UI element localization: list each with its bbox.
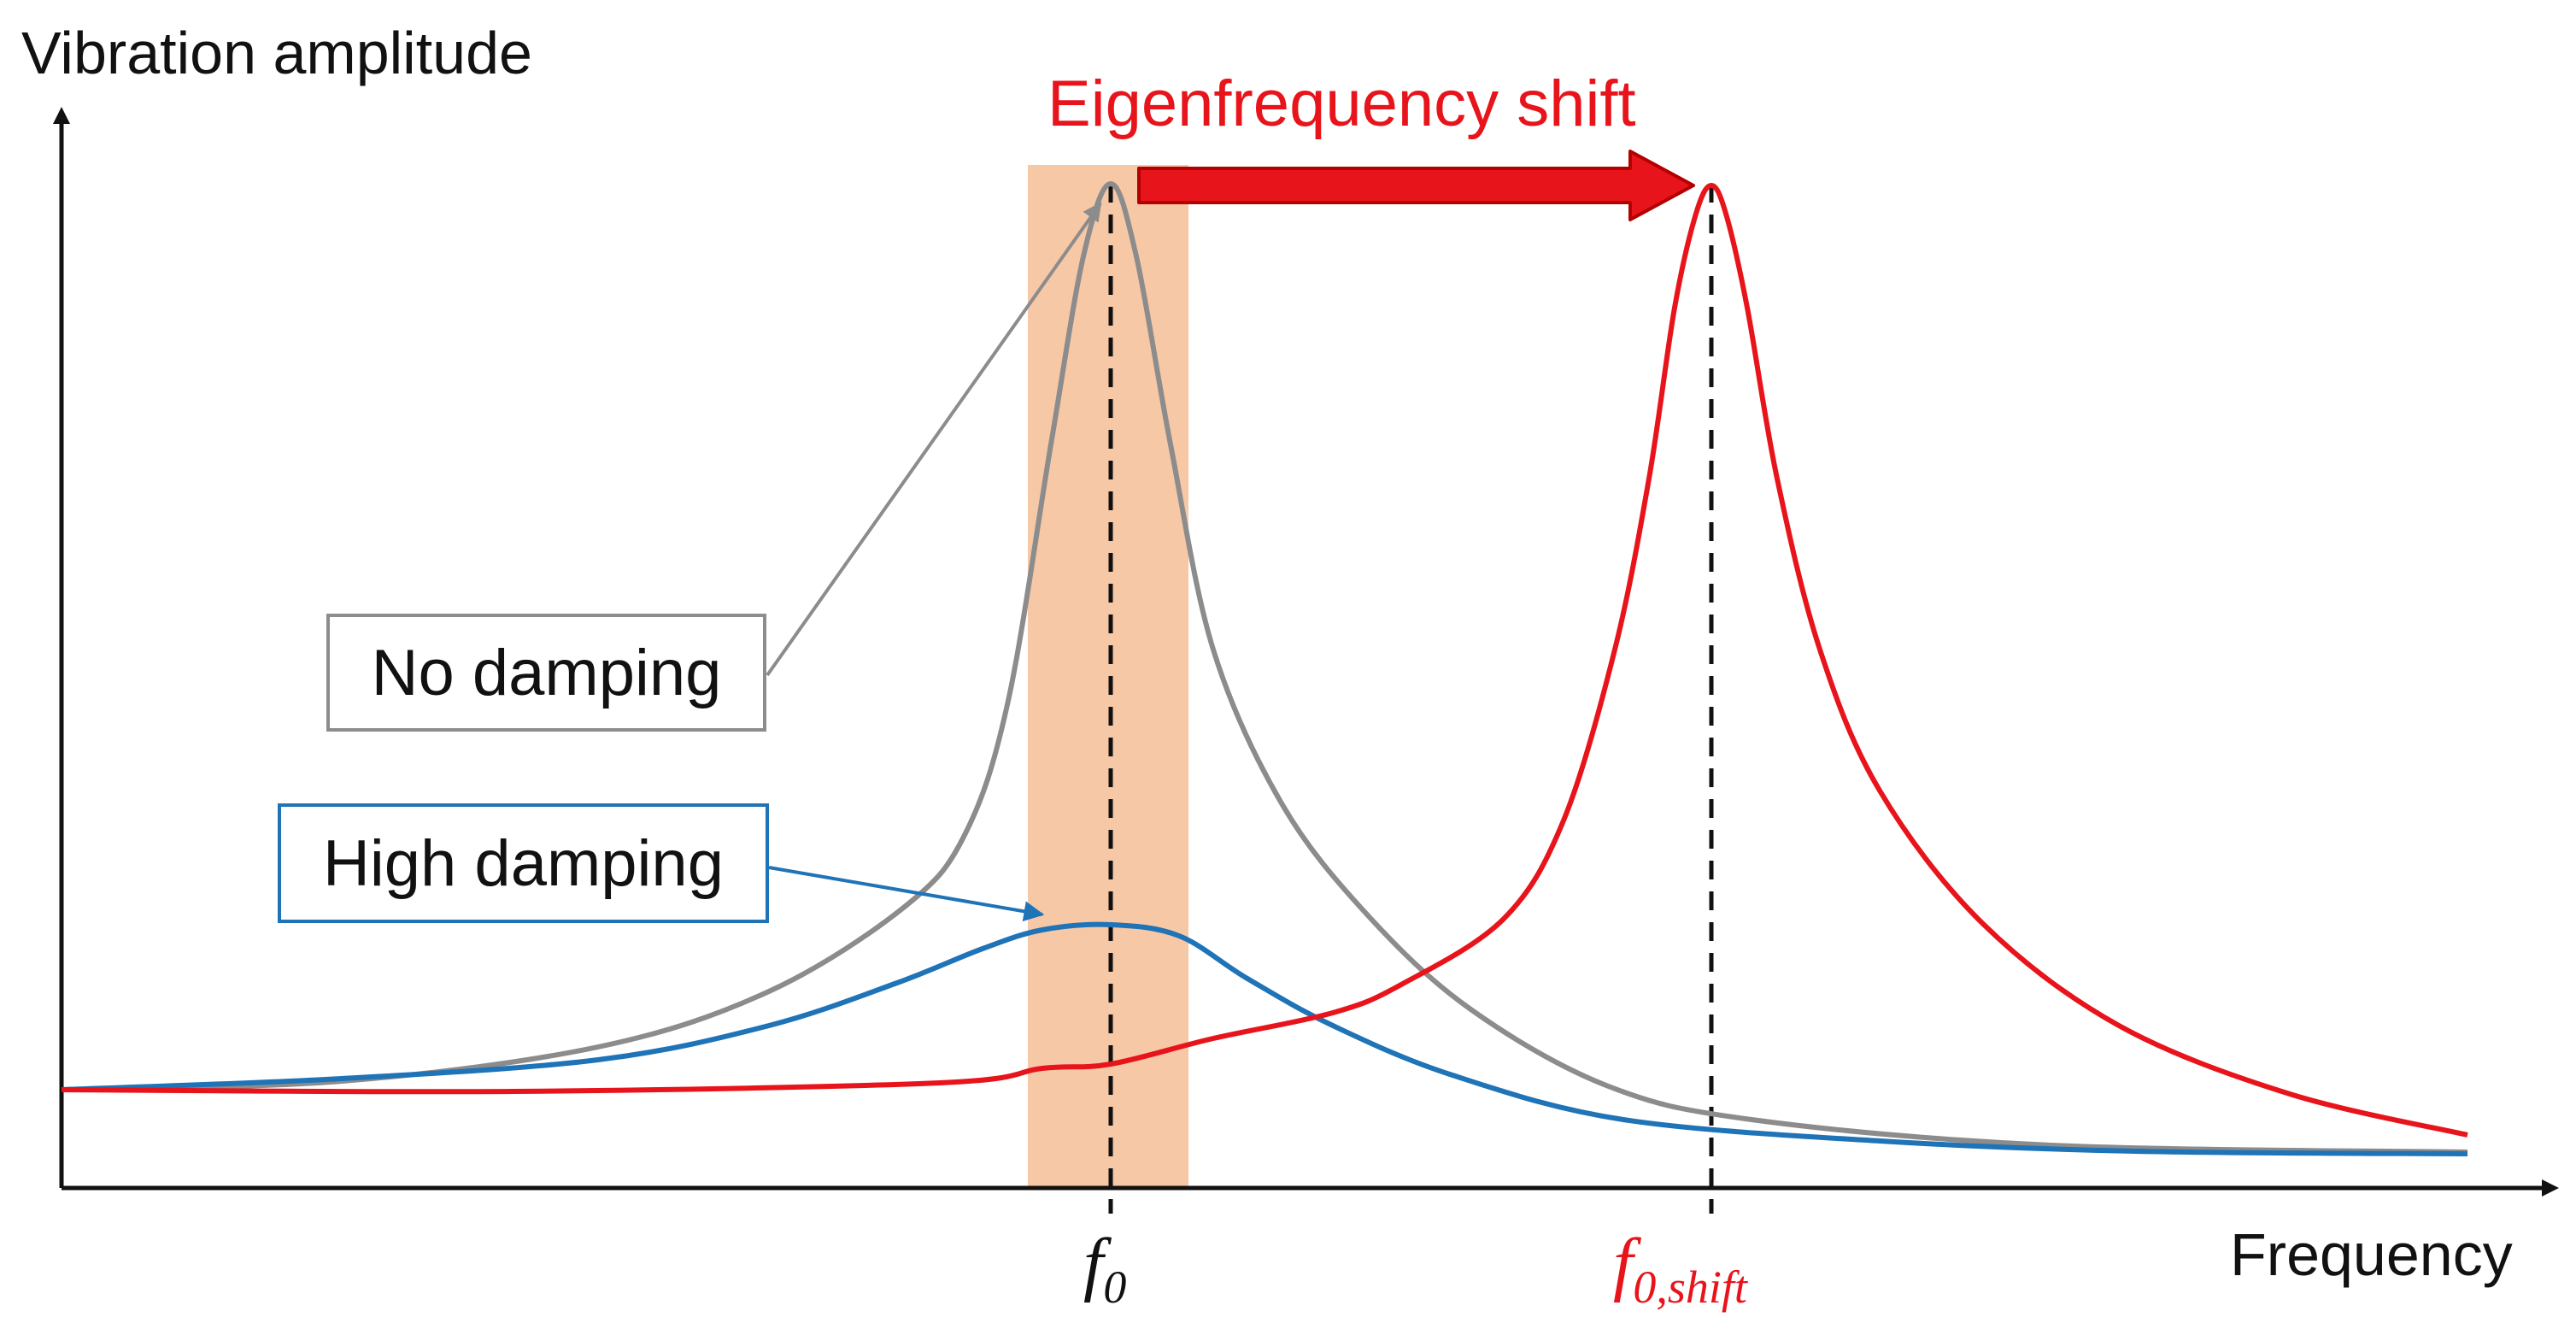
high-damping-curve xyxy=(61,921,2468,1156)
f0-shift-tick-sub: 0,shift xyxy=(1633,1261,1747,1313)
f0-shift-tick-base: f xyxy=(1613,1224,1634,1303)
f0-shift-tick-label: f0,shift xyxy=(1613,1222,1747,1314)
shifted-resonance-curve xyxy=(61,183,2468,1138)
high-damping-callout: High damping xyxy=(278,803,769,923)
resonance-highlight-band xyxy=(1028,165,1188,1188)
no-damping-curve xyxy=(61,181,2468,1155)
x-axis-label: Frequency xyxy=(2230,1221,2513,1288)
f0-tick-sub: 0 xyxy=(1103,1261,1127,1313)
f0-tick-label: f0 xyxy=(1083,1222,1126,1314)
no-damping-leader-arrow xyxy=(766,202,1102,677)
y-axis-label: Vibration amplitude xyxy=(21,20,532,86)
eigenfrequency-shift-arrow xyxy=(1137,150,1695,221)
high-damping-leader-arrow xyxy=(768,866,1045,922)
eigenfrequency-shift-label: Eigenfrequency shift xyxy=(1047,68,1636,140)
f0-tick-base: f xyxy=(1083,1224,1104,1303)
no-damping-callout: No damping xyxy=(326,614,766,732)
